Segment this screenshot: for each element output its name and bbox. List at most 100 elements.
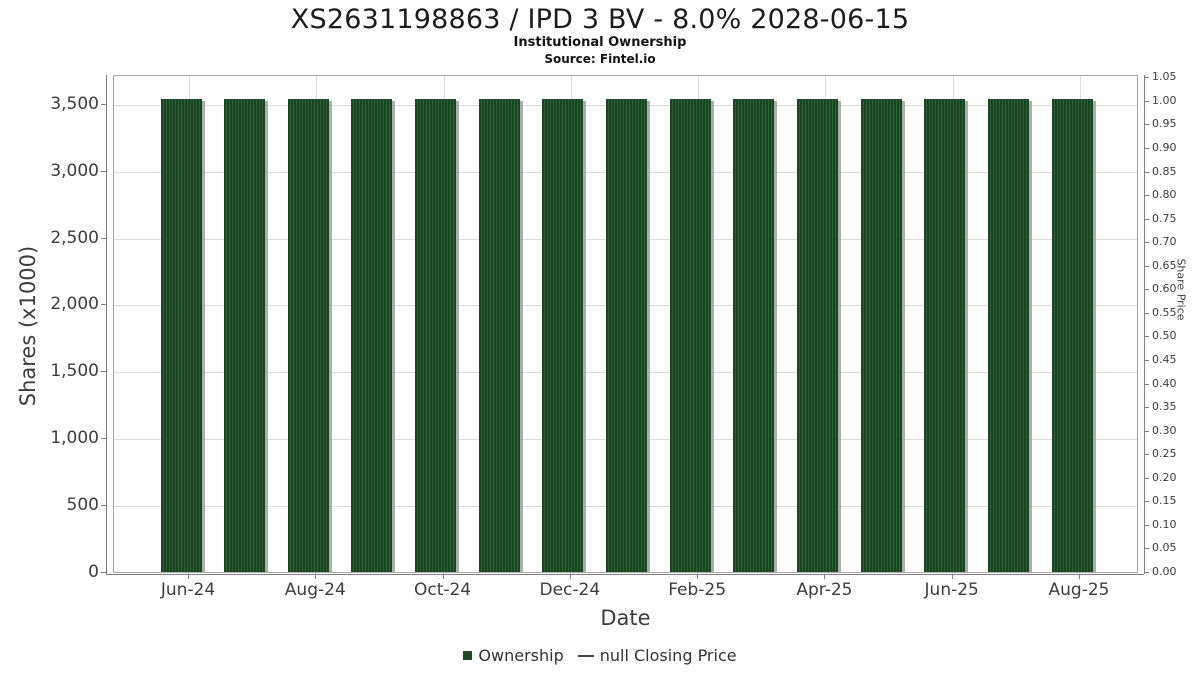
y-axis-tick-label: 0.65 — [1152, 258, 1177, 272]
ownership-bar — [796, 98, 838, 572]
y-axis-tick-label: 3,000 — [50, 160, 99, 181]
y-axis-tick — [1145, 524, 1149, 526]
ownership-bar — [924, 98, 966, 572]
y-axis-tick — [1145, 195, 1149, 197]
ownership-bar — [478, 98, 520, 572]
y-axis-tick-label: 0.90 — [1152, 141, 1177, 155]
y-axis-tick — [1145, 454, 1149, 456]
x-axis-tick — [315, 574, 317, 579]
y-axis-tick-label: 0.30 — [1152, 423, 1177, 437]
y-axis-tick-label: 0.85 — [1152, 164, 1177, 178]
legend-item-ownership: Ownership — [463, 646, 564, 665]
y-axis-tick-label: 0.95 — [1152, 117, 1177, 131]
ownership-bar — [987, 98, 1029, 572]
y-axis-tick — [1145, 407, 1149, 409]
y-axis-tick-label: 0 — [88, 562, 99, 582]
y-axis-tick-label: 0.70 — [1152, 235, 1177, 249]
y-axis-tick-label: 1.05 — [1152, 70, 1177, 84]
y-axis-tick-label: 3,500 — [50, 93, 99, 114]
ownership-bar — [860, 98, 902, 572]
x-axis-tick — [442, 574, 444, 579]
y-axis-tick-label: 0.35 — [1152, 400, 1177, 414]
x-axis-title: Date — [600, 606, 651, 630]
y-axis-tick-label: 1,000 — [50, 428, 99, 449]
plot-inner — [114, 76, 1137, 572]
ownership-bar — [606, 98, 647, 572]
left-y-axis-line — [106, 75, 107, 574]
chart-source: Source: Fintel.io — [544, 52, 656, 66]
right-y-axis-line — [1144, 75, 1145, 574]
ownership-bar — [160, 98, 202, 572]
ownership-bar — [287, 98, 329, 572]
x-axis-tick — [824, 574, 826, 579]
y-axis-tick — [1145, 572, 1149, 573]
x-axis-tick — [569, 574, 571, 579]
y-axis-tick — [1145, 148, 1149, 150]
x-axis-tick-label: Aug-25 — [1048, 580, 1110, 600]
y-axis-tick-label: 2,000 — [50, 294, 99, 315]
y-axis-tick — [101, 103, 106, 105]
y-axis-tick-label: 0.20 — [1152, 470, 1177, 484]
x-axis-tick-label: Dec-24 — [539, 580, 601, 600]
y-axis-tick — [1145, 501, 1149, 503]
x-axis-tick — [697, 574, 699, 579]
y-axis-tick — [1145, 477, 1149, 479]
y-axis-tick-label: 0.75 — [1152, 211, 1177, 225]
y-axis-tick — [1145, 218, 1149, 220]
legend-item-closing-price: null Closing Price — [577, 646, 737, 665]
legend: Ownership null Closing Price — [0, 646, 1200, 665]
x-axis-line — [106, 574, 1144, 575]
y-axis-tick — [1145, 171, 1149, 173]
y-axis-tick — [1145, 430, 1149, 432]
ownership-bar — [415, 98, 457, 572]
legend-label-closing-price: null Closing Price — [599, 646, 737, 665]
closing-price-line-marker-icon — [577, 654, 594, 657]
y-axis-tick-label: 1,500 — [50, 361, 99, 382]
y-axis-tick-label: 0.15 — [1152, 494, 1177, 508]
y-axis-tick — [101, 304, 106, 306]
y-axis-tick — [1145, 360, 1149, 361]
y-axis-tick-label: 500 — [66, 495, 99, 516]
y-axis-tick — [1145, 336, 1149, 338]
legend-label-ownership: Ownership — [478, 646, 564, 665]
y-axis-tick — [1145, 383, 1149, 385]
y-axis-tick — [101, 237, 106, 239]
y-axis-tick — [101, 170, 106, 172]
x-axis-tick — [188, 574, 189, 579]
y-axis-tick — [101, 371, 106, 373]
x-axis-tick — [951, 574, 953, 579]
y-axis-tick — [1145, 265, 1149, 267]
y-axis-tick-label: 0.10 — [1152, 517, 1177, 531]
chart-subtitle: Institutional Ownership — [513, 35, 687, 50]
x-axis-tick-label: Apr-25 — [796, 580, 853, 600]
y-axis-tick-label: 0.60 — [1152, 282, 1177, 296]
ownership-bar — [224, 98, 266, 572]
ownership-bar — [542, 98, 584, 572]
x-axis-tick-label: Jun-24 — [160, 580, 216, 600]
y-axis-tick-label: 0.50 — [1152, 329, 1177, 343]
y-axis-tick — [101, 438, 106, 440]
y-axis-tick — [1145, 124, 1149, 126]
chart-title: XS2631198863 / IPD 3 BV - 8.0% 2028-06-1… — [290, 4, 910, 35]
x-axis-tick-label: Jun-25 — [924, 580, 979, 600]
y-axis-tick — [1145, 312, 1149, 314]
ownership-square-marker-icon — [463, 651, 473, 660]
y-axis-tick — [101, 572, 106, 573]
x-axis-tick-label: Feb-25 — [668, 580, 727, 600]
y-axis-tick-label: 0.40 — [1152, 376, 1177, 390]
y-axis-tick-label: 0.00 — [1152, 565, 1177, 578]
y-axis-tick-label: 0.55 — [1152, 305, 1177, 319]
y-axis-title-left: Shares (x1000) — [16, 245, 40, 407]
x-axis-tick-label: Aug-24 — [284, 580, 346, 600]
y-axis-tick — [101, 505, 106, 507]
y-axis-tick-label: 0.45 — [1152, 353, 1177, 366]
x-axis-tick — [1079, 574, 1080, 579]
y-axis-tick-label: 2,500 — [50, 227, 99, 248]
y-axis-tick — [1145, 77, 1149, 79]
ownership-bar — [1051, 98, 1093, 572]
y-axis-tick-label: 0.05 — [1152, 541, 1177, 555]
y-axis-tick-label: 0.80 — [1152, 188, 1177, 202]
y-axis-tick — [1145, 100, 1149, 102]
plot-area — [113, 75, 1138, 573]
